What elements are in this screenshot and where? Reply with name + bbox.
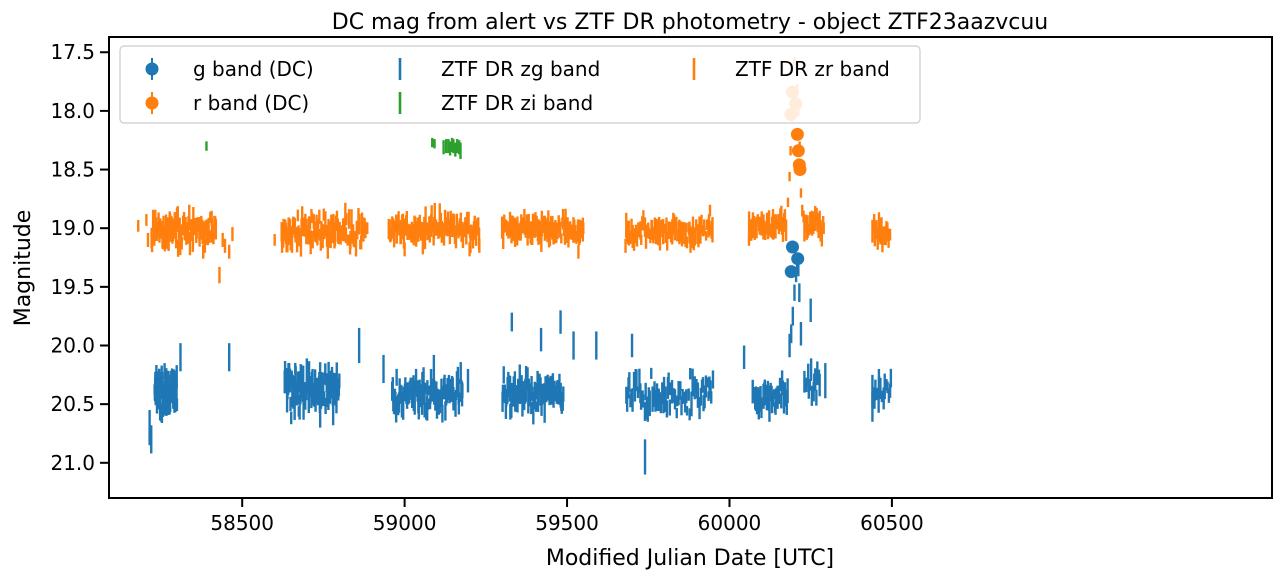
legend-label: ZTF DR zi band [441, 91, 593, 115]
plot-area [137, 56, 893, 475]
y-tick-label: 19.5 [50, 275, 95, 299]
legend-box [119, 45, 921, 124]
y-axis: 17.5 18.0 18.5 19.0 19.5 20.0 20.5 21.0 [50, 40, 109, 475]
legend: g band (DC) ZTF DR zg band ZTF DR zr band r… [119, 45, 921, 124]
r-band-dc--point [793, 163, 807, 177]
y-tick-label: 21.0 [50, 451, 95, 475]
r-band-dc--point [791, 144, 805, 158]
legend-label: g band (DC) [193, 57, 314, 81]
legend-label: ZTF DR zg band [441, 57, 600, 81]
x-tick-label: 60500 [860, 511, 924, 535]
x-axis-label: Modified Julian Date [UTC] [546, 546, 834, 571]
y-axis-label: Magnitude [11, 210, 36, 327]
axes-frame [108, 36, 1273, 499]
x-axis: 58500 59000 59500 60000 60500 [210, 498, 924, 535]
x-tick-label: 59000 [373, 511, 437, 535]
y-tick-label: 17.5 [50, 40, 95, 64]
y-tick-label: 20.0 [50, 334, 95, 358]
g-band-dc--point [784, 265, 798, 279]
y-tick-label: 18.0 [50, 99, 95, 123]
g-band-dc--point [791, 252, 805, 266]
legend-label: ZTF DR zr band [735, 57, 890, 81]
legend-label: r band (DC) [193, 91, 309, 115]
legend-marker [145, 62, 159, 76]
g-band-dc--point [786, 240, 800, 254]
y-tick-label: 18.5 [50, 158, 95, 182]
y-tick-label: 19.0 [50, 216, 95, 240]
x-tick-label: 60000 [698, 511, 762, 535]
r-band-dc--point [790, 127, 804, 141]
chart-title: DC mag from alert vs ZTF DR photometry -… [332, 10, 1049, 35]
y-tick-label: 20.5 [50, 392, 95, 416]
x-tick-label: 59500 [535, 511, 599, 535]
x-tick-label: 58500 [210, 511, 274, 535]
legend-marker [145, 96, 159, 110]
